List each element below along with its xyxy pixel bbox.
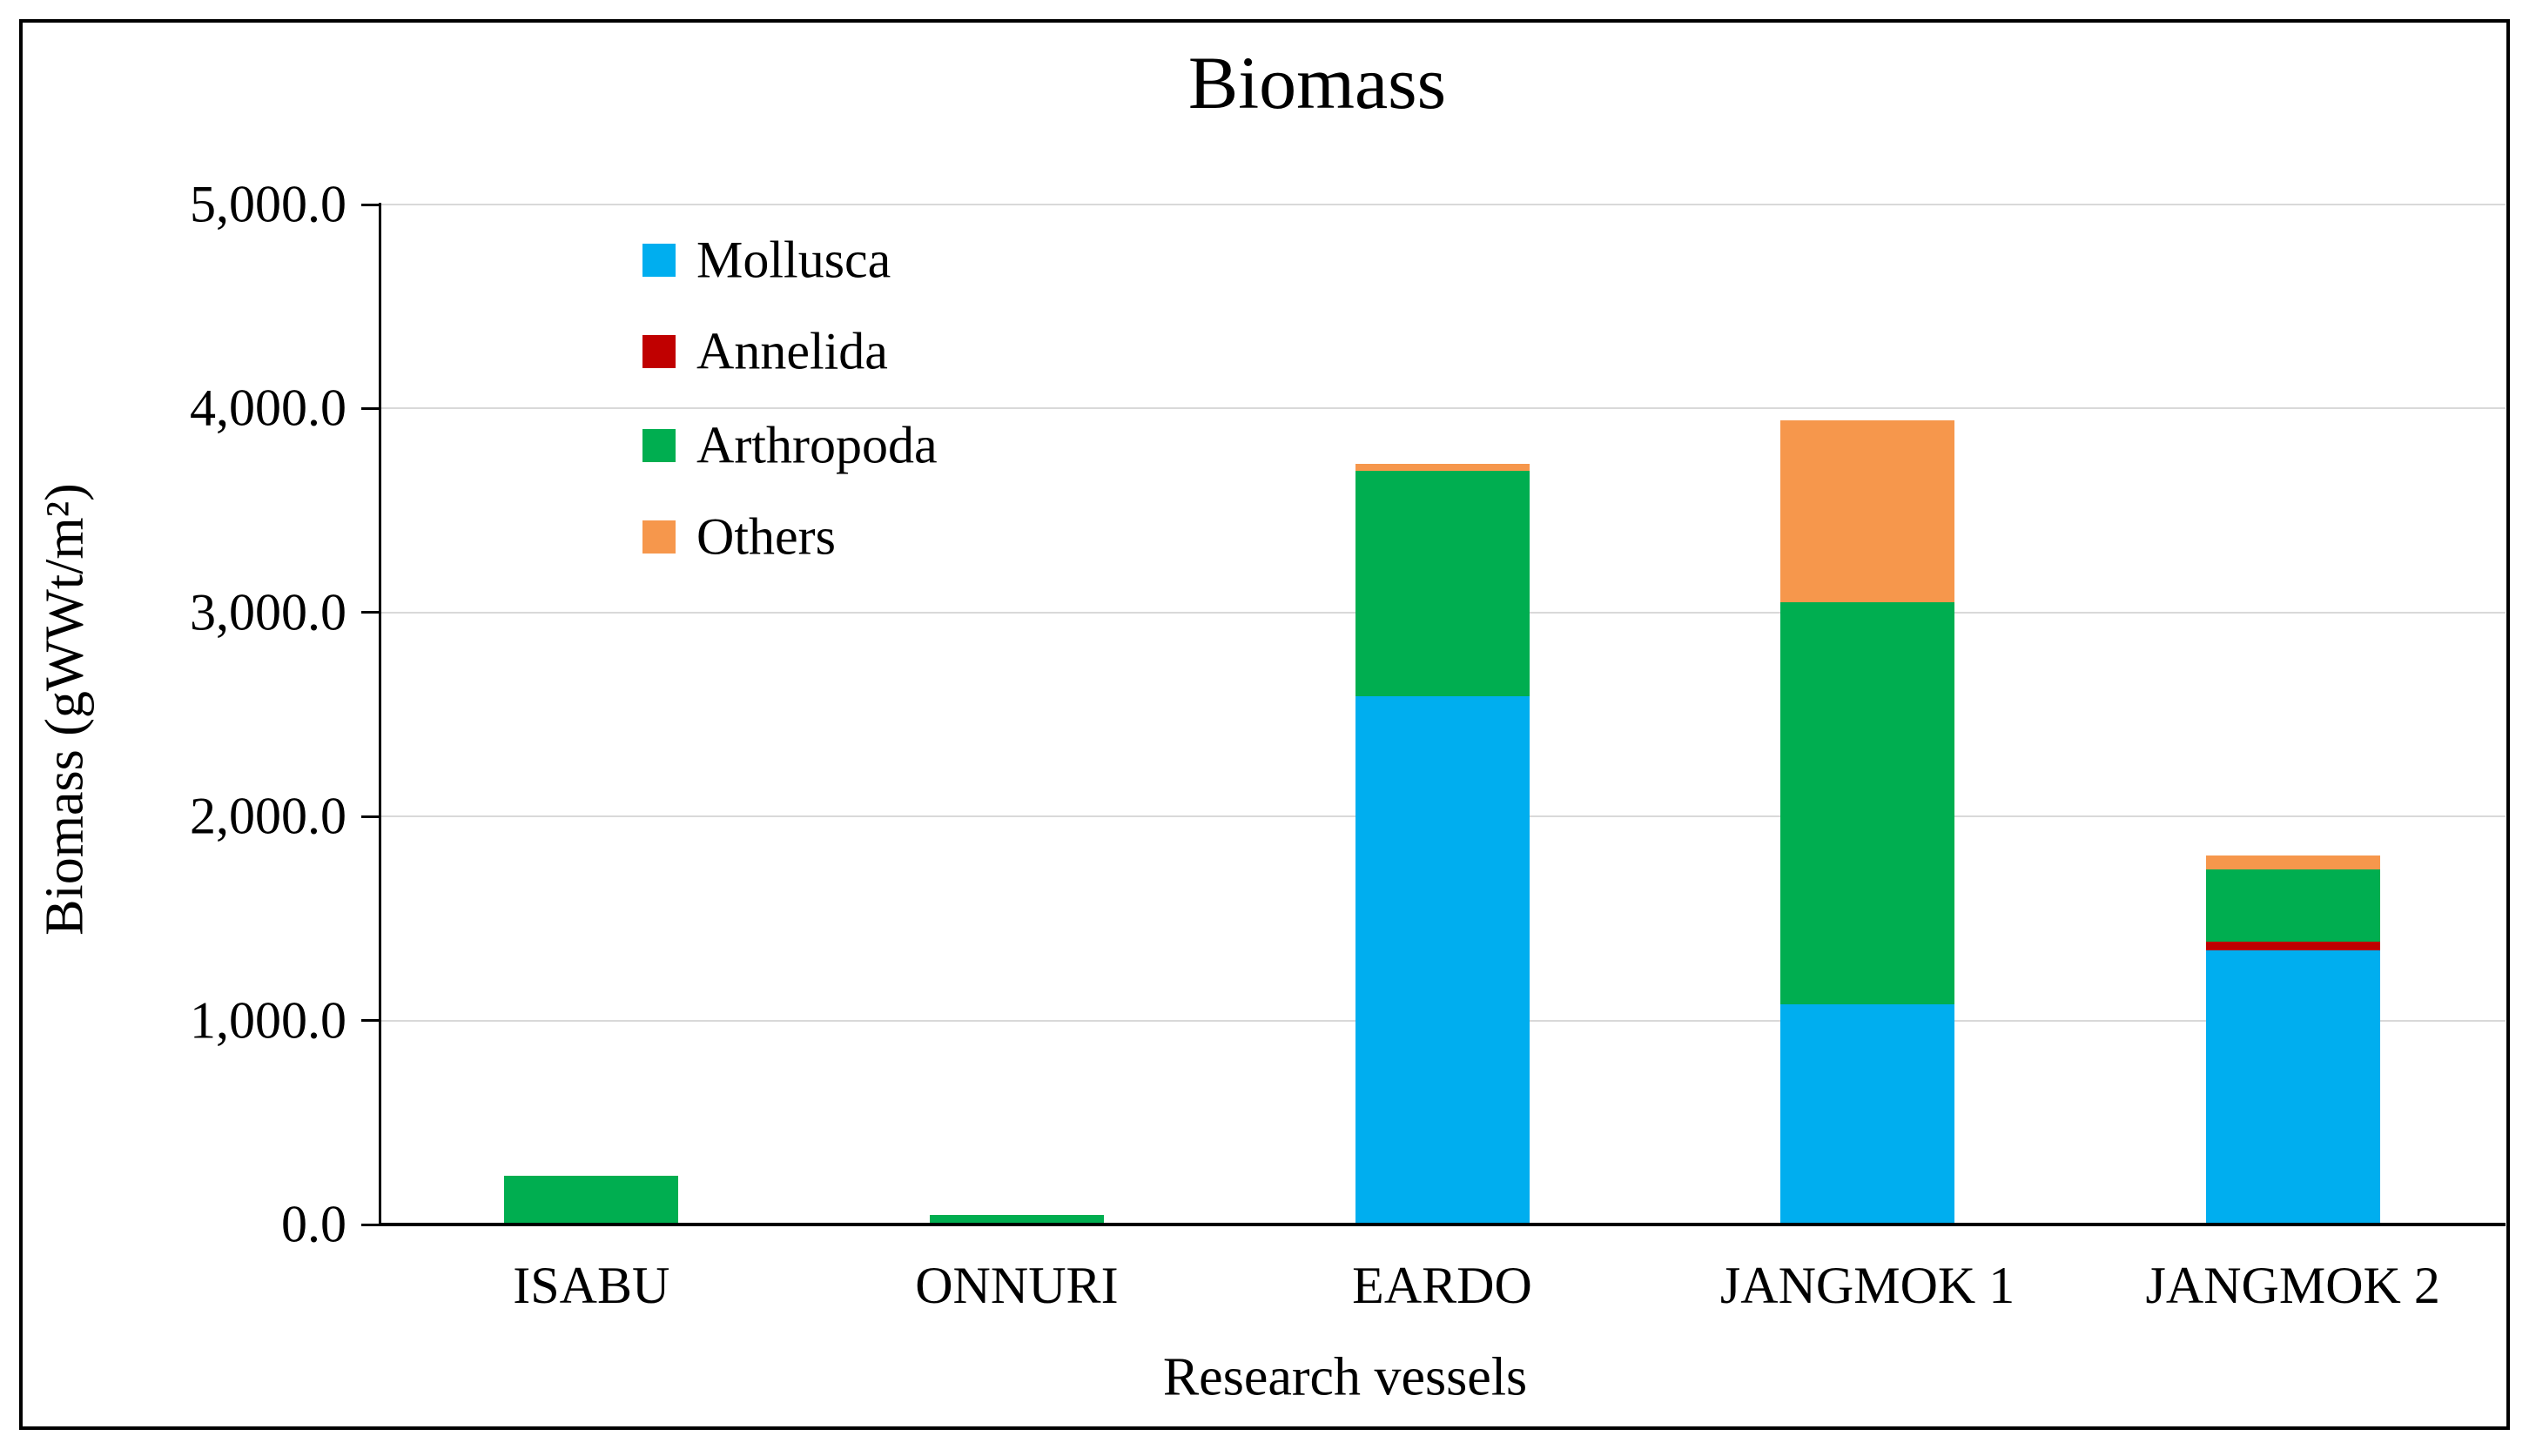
bar-eardo <box>1355 205 1530 1225</box>
x-category-label-onnuri: ONNURI <box>915 1257 1119 1314</box>
legend-swatch-mollusca <box>642 244 676 277</box>
y-tick-label-5000: 5,000.0 <box>190 175 346 233</box>
y-tick-3000 <box>361 611 379 614</box>
legend-swatch-arthropoda <box>642 429 676 462</box>
legend-label-arthropoda: Arthropoda <box>696 416 938 474</box>
y-tick-4000 <box>361 406 379 410</box>
legend-swatch-annelida <box>642 335 676 368</box>
y-axis-title: Biomass (gWWt/m²) <box>35 483 95 936</box>
y-tick-label-0: 0.0 <box>281 1195 346 1253</box>
legend-label-annelida: Annelida <box>696 322 888 380</box>
bar-segment-others <box>1780 420 1955 603</box>
bar-segment-mollusca <box>2205 949 2380 1225</box>
gridline-5000 <box>381 204 2506 205</box>
bar-onnuri <box>929 205 1104 1225</box>
bar-segment-arthropoda <box>929 1215 1104 1225</box>
bar-segment-arthropoda <box>2205 869 2380 943</box>
y-tick-label-2000: 2,000.0 <box>190 787 346 845</box>
bar-isabu <box>504 205 679 1225</box>
x-axis-line <box>379 1223 2506 1226</box>
bar-segment-mollusca <box>1780 1003 1955 1225</box>
legend-label-others: Others <box>696 507 836 566</box>
y-tick-2000 <box>361 815 379 818</box>
y-tick-label-3000: 3,000.0 <box>190 583 346 641</box>
bar-segment-mollusca <box>1355 695 1530 1225</box>
bar-segment-others <box>1355 463 1530 471</box>
chart-title: Biomass <box>1187 41 1447 124</box>
bar-jangmok-1 <box>1780 205 1955 1225</box>
y-tick-label-1000: 1,000.0 <box>190 991 346 1050</box>
y-tick-0 <box>361 1223 379 1226</box>
bar-segment-annelida <box>2205 942 2380 950</box>
bar-jangmok-2 <box>2205 205 2380 1225</box>
x-category-label-eardo: EARDO <box>1352 1257 1532 1314</box>
x-axis-title: Research vessels <box>1162 1347 1528 1407</box>
y-axis-line <box>379 203 381 1226</box>
y-tick-label-4000: 4,000.0 <box>190 379 346 437</box>
chart-border-frame <box>19 19 2510 1430</box>
bar-segment-arthropoda <box>1355 470 1530 696</box>
x-category-label-isabu: ISABU <box>513 1257 670 1314</box>
bar-segment-arthropoda <box>1780 602 1955 1004</box>
plot-area <box>379 204 2506 1225</box>
y-tick-1000 <box>361 1019 379 1023</box>
legend-swatch-others <box>642 520 676 554</box>
x-category-label-jangmok-2: JANGMOK 2 <box>2145 1257 2440 1314</box>
bar-segment-arthropoda <box>504 1175 679 1225</box>
gridline-4000 <box>381 407 2506 410</box>
bar-segment-others <box>2205 855 2380 870</box>
x-category-label-jangmok-1: JANGMOK 1 <box>1719 1257 2015 1314</box>
y-tick-5000 <box>361 203 379 206</box>
legend-label-mollusca: Mollusca <box>696 231 891 289</box>
